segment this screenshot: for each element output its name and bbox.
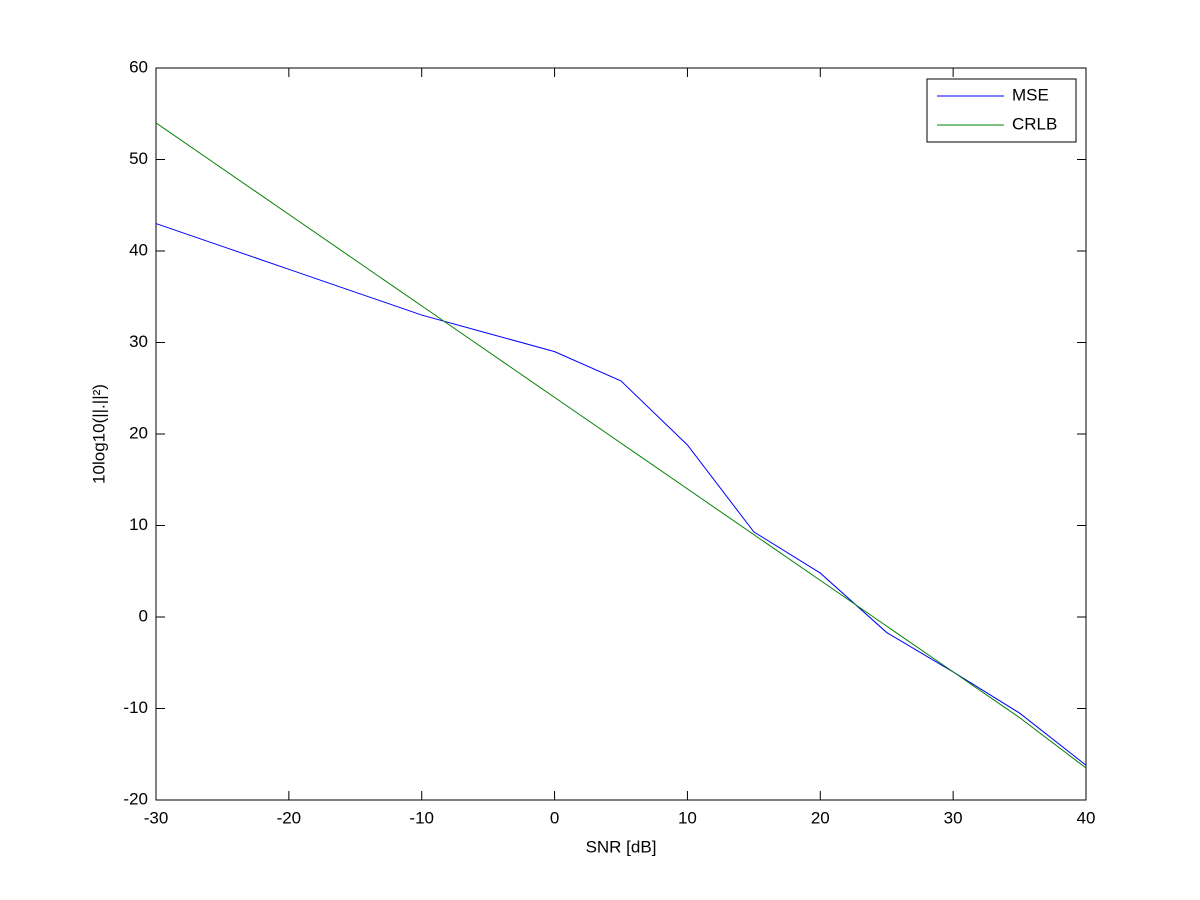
y-tick-label: 40 [129,240,148,259]
y-tick-label: 20 [129,423,148,442]
x-tick-label: 10 [678,808,697,827]
x-tick-label: -20 [277,808,302,827]
y-tick-label: 50 [129,149,148,168]
x-tick-label: 40 [1077,808,1096,827]
plot-area [155,67,1087,801]
series-line [155,223,1087,766]
x-tick-label: -10 [409,808,434,827]
x-axis-label: SNR [dB] [586,837,657,856]
y-tick-label: 0 [139,606,148,625]
y-tick-label: 30 [129,332,148,351]
series-line [155,122,1087,769]
y-tick-label: -10 [123,698,148,717]
y-axis-label: 10log10(||.||²) [89,384,108,484]
x-tick-label: 30 [944,808,963,827]
x-tick-label: -30 [144,808,169,827]
y-tick-label: 60 [129,57,148,76]
legend-label: MSE [1012,85,1049,104]
legend-label: CRLB [1012,114,1057,133]
y-tick-label: -20 [123,789,148,808]
x-tick-label: 0 [550,808,559,827]
y-tick-label: 10 [129,515,148,534]
legend-box [926,78,1077,143]
x-tick-label: 20 [811,808,830,827]
